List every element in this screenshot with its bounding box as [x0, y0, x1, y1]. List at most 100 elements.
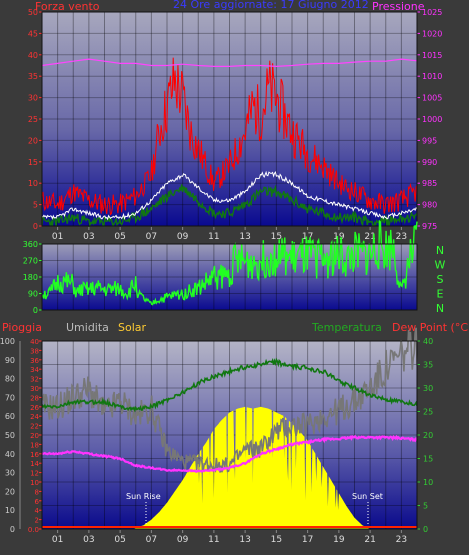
x-tick-label: 19	[333, 232, 345, 242]
y-tick-label: 12	[30, 470, 39, 478]
sun-set-label: Sun Set	[352, 492, 383, 501]
y-tick-label: 15	[423, 455, 433, 464]
compass-label: S	[437, 273, 444, 286]
direction-plot-border	[41, 243, 418, 311]
y-tick-label: 995	[422, 136, 437, 145]
x-tick-label: 17	[302, 535, 313, 545]
y-tick-label: 60	[5, 412, 15, 421]
y-tick-label: 1020	[422, 29, 442, 38]
y-tick-label: 20	[30, 432, 39, 440]
y-tick-label: 40	[5, 450, 15, 459]
y-tick-label: 20	[5, 487, 15, 496]
wind-x-axis: 01 03 05 07 09 11 13 15 17 19 21 23	[52, 227, 407, 242]
y-tick-label: 20	[28, 136, 38, 145]
wind-plot-border	[41, 11, 418, 227]
y-tick-label: 10	[28, 179, 38, 188]
x-tick-label: 15	[271, 232, 282, 242]
y-tick-label: 5	[423, 502, 428, 511]
y-tick-label: 1010	[422, 72, 442, 81]
temp-plot-border	[41, 340, 418, 530]
x-tick-label: 01	[52, 535, 63, 545]
compass-label: E	[437, 288, 444, 301]
y-tick-label: 90	[5, 356, 15, 365]
y-tick-label: 8	[35, 488, 39, 496]
y-tick-label: 40	[423, 337, 433, 346]
y-tick-label: 4	[35, 507, 40, 515]
y-tick-label: 10	[5, 506, 15, 515]
x-tick-label: 23	[396, 232, 407, 242]
y-tick-label: 10	[423, 478, 433, 487]
y-tick-label: 90	[28, 290, 38, 299]
wind-speed-line	[41, 184, 418, 229]
y-tick-label: 0	[423, 525, 428, 534]
sun-rise-label: Sun Rise	[126, 492, 161, 501]
x-tick-label: 19	[333, 535, 345, 545]
y-tick-label: 32	[30, 376, 39, 384]
y-tick-label: 24	[30, 413, 39, 421]
x-tick-label: 13	[239, 232, 250, 242]
wind-speed-axis-title: Forza vento	[35, 0, 100, 13]
y-tick-label: 34	[30, 366, 39, 374]
y-tick-label: 1025	[422, 8, 442, 17]
x-tick-label: 07	[146, 535, 157, 545]
x-tick-label: 21	[364, 232, 375, 242]
y-tick-label: 1000	[422, 115, 442, 124]
y-tick-label: 270	[23, 257, 38, 266]
rain-axis-title: Pioggia	[2, 321, 42, 334]
wind-speed-axis: 0 5 10 15 20 25 30 35 40 45 50	[28, 8, 42, 231]
temp-x-axis: 01 03 05 07 09 11 13 15 17 19 21 23	[52, 530, 407, 545]
y-tick-label: 0.0	[28, 526, 39, 534]
y-tick-label: 36	[30, 357, 39, 365]
y-tick-label: 30	[423, 384, 433, 393]
x-tick-label: 11	[208, 535, 219, 545]
x-tick-label: 23	[396, 535, 407, 545]
wind-pressure-series	[41, 57, 418, 229]
y-tick-label: 26	[30, 404, 39, 412]
y-tick-label: 15	[28, 158, 38, 167]
x-tick-label: 09	[177, 232, 189, 242]
x-tick-label: 05	[114, 232, 125, 242]
wind-direction-line	[41, 219, 418, 306]
humidity-axis: 0 10 20 30 40 50 60 70 80 90 100	[0, 337, 21, 534]
y-tick-label: 22	[30, 423, 39, 431]
temperature-axis-title: Temperatura	[311, 321, 382, 334]
compass-label: N	[436, 302, 444, 315]
y-tick-label: 25	[28, 115, 38, 124]
y-tick-label: 30	[30, 385, 39, 393]
y-tick-label: 50	[5, 431, 15, 440]
y-tick-label: 16	[30, 451, 39, 459]
x-tick-label: 13	[239, 535, 250, 545]
y-tick-label: 45	[28, 29, 38, 38]
temperature-line	[41, 357, 418, 413]
compass-label: W	[435, 259, 446, 272]
direction-series	[41, 219, 418, 306]
y-tick-label: 0	[10, 525, 15, 534]
x-tick-label: 01	[52, 232, 63, 242]
x-tick-label: 03	[83, 232, 94, 242]
x-tick-label: 05	[114, 535, 125, 545]
y-tick-label: 14	[30, 460, 39, 468]
chart-title: 24 Ore aggiornate: 17 Giugno 2012	[173, 0, 369, 11]
x-tick-label: 07	[146, 232, 157, 242]
y-tick-label: 360	[23, 240, 38, 249]
direction-axis: 0 90 180 270 360	[23, 240, 42, 315]
y-tick-label: 990	[422, 158, 437, 167]
x-tick-label: 03	[83, 535, 94, 545]
y-tick-label: 35	[423, 361, 433, 370]
y-tick-label: 18	[30, 441, 39, 449]
temperature-axis: 0 5 10 15 20 25 30 35 40	[417, 337, 433, 534]
x-tick-label: 21	[364, 535, 375, 545]
humidity-axis-title: Umidita	[66, 321, 109, 334]
y-tick-label: 980	[422, 201, 437, 210]
y-tick-label: 975	[422, 222, 437, 231]
y-tick-label: 6	[35, 498, 40, 506]
y-tick-label: 30	[28, 94, 38, 103]
y-tick-label: 2	[35, 517, 39, 525]
y-tick-label: 0	[33, 222, 38, 231]
y-tick-label: 50	[28, 8, 38, 17]
y-tick-label: 5	[33, 201, 38, 210]
